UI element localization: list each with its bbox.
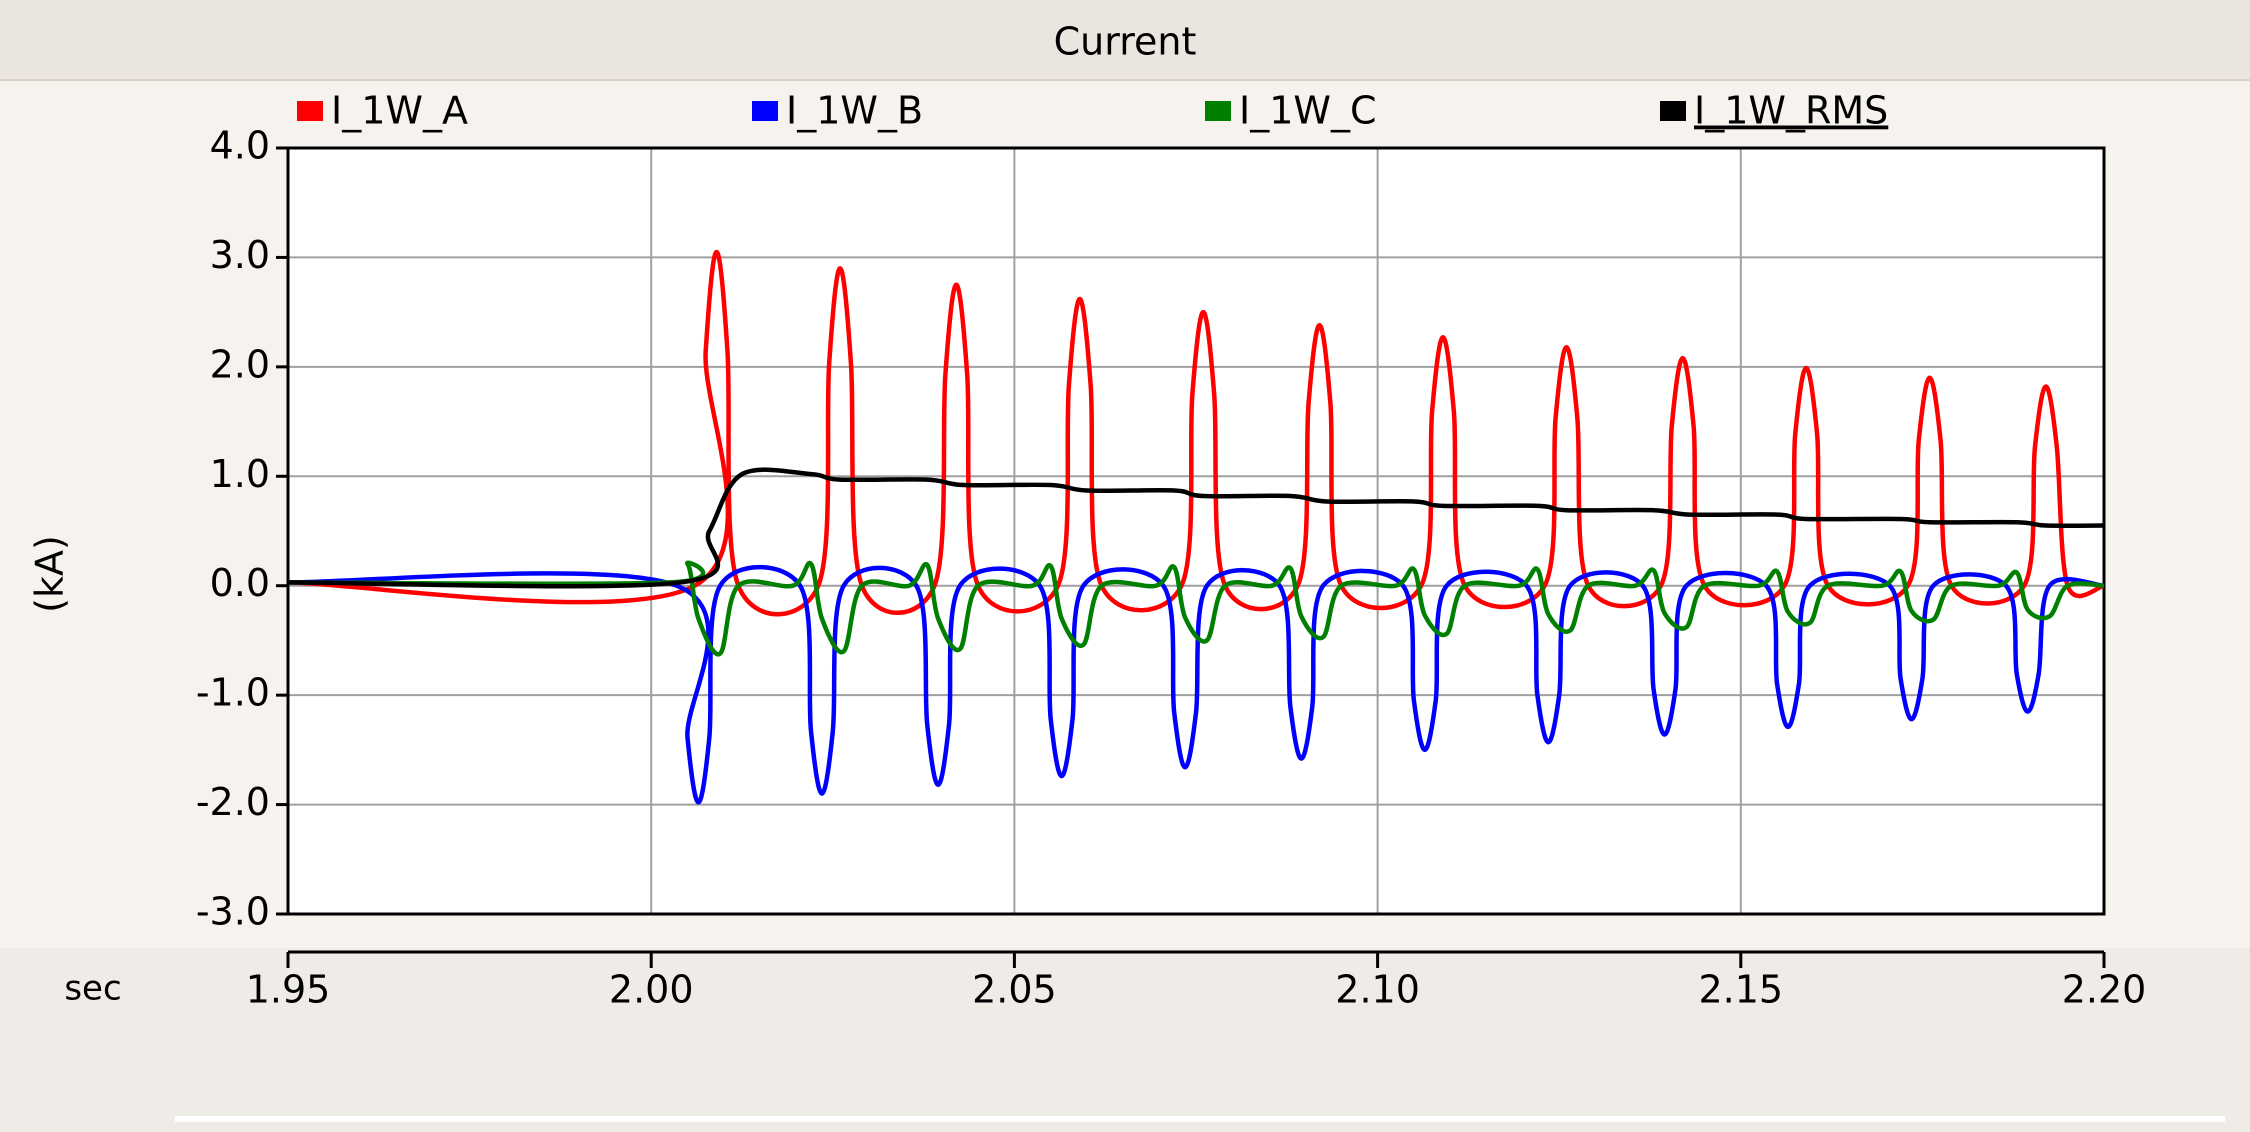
y-tick-label: -1.0 [196,671,270,715]
y-tick-label: 4.0 [210,124,270,168]
series-line [288,564,2104,805]
series-line [288,560,2104,657]
chart-title: Current [1054,20,1197,64]
plot-border [286,146,2106,916]
x-axis-label: sec [64,969,121,1009]
y-axis-label: (kA) [28,535,72,613]
y-tick-label: -2.0 [196,780,270,824]
y-tick-label: -3.0 [196,890,270,934]
legend-swatch [1660,101,1686,121]
y-tick-label: 3.0 [210,233,270,277]
title-bar [0,0,2250,80]
y-tick-label: 2.0 [210,342,270,386]
x-tick-label: 2.20 [2062,968,2147,1012]
legend-swatch [297,101,323,121]
x-tick-label: 2.05 [972,968,1057,1012]
x-tick-label: 2.00 [609,968,694,1012]
legend-swatch [1205,101,1231,121]
legend-label: I_1W_A [331,89,468,133]
plot-area [288,148,2104,914]
x-tick-label: 2.15 [1698,968,1783,1012]
x-tick-label: 1.95 [246,968,331,1012]
legend-label: I_1W_B [786,89,923,133]
scroll-strip [175,1116,2225,1122]
series-line [288,467,2104,589]
legend-swatch [752,101,778,121]
x-tick-label: 2.10 [1335,968,1420,1012]
legend-label: I_1W_C [1239,89,1377,133]
y-tick-label: 0.0 [210,561,270,605]
series-line [288,249,2104,617]
axis-panel [0,948,2250,1132]
y-tick-label: 1.0 [210,452,270,496]
legend-label: I_1W_RMS [1694,89,1888,133]
